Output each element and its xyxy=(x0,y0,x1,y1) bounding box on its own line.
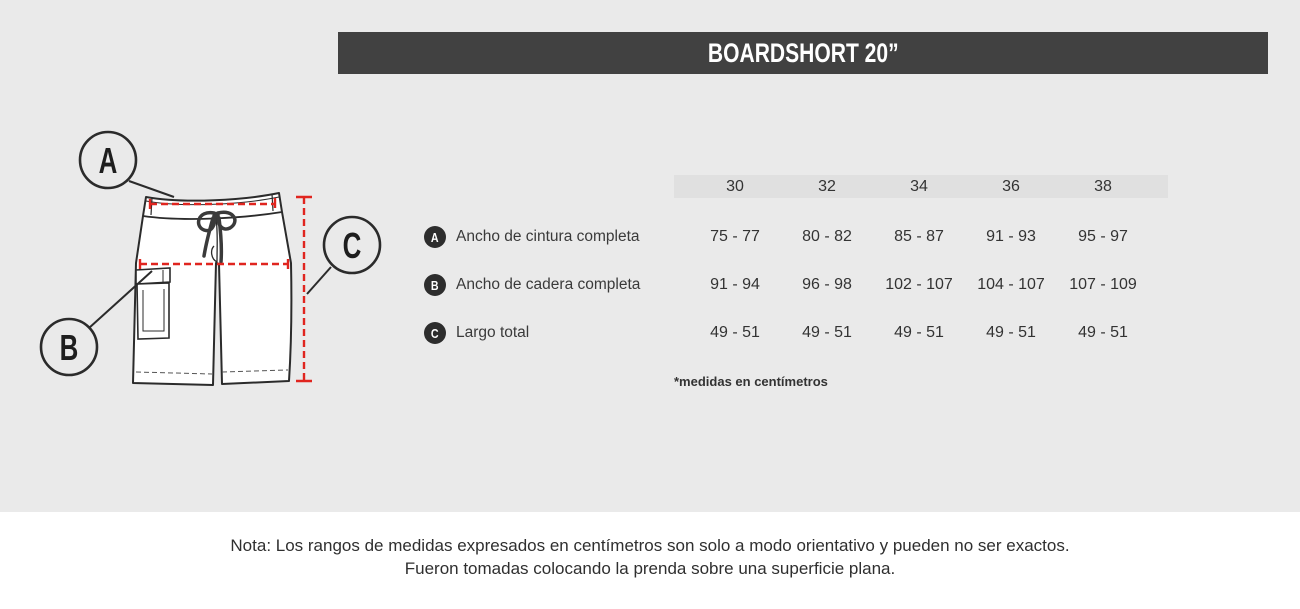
length-measure-caps xyxy=(296,195,312,383)
pocket-body xyxy=(136,282,170,340)
shorts-outline xyxy=(132,192,293,386)
measure-c-circle: C xyxy=(322,215,382,275)
table-cell: 107 - 109 xyxy=(1069,276,1137,293)
size-header-30: 30 xyxy=(726,178,744,195)
table-cell: 102 - 107 xyxy=(885,276,953,293)
footer-note-line1: Nota: Los rangos de medidas expresados e… xyxy=(230,536,1070,555)
measure-b-circle: B xyxy=(39,317,99,377)
waistband-tick-right xyxy=(271,193,274,212)
waistband-tick-left xyxy=(150,197,153,216)
table-cell: 75 - 77 xyxy=(710,228,760,245)
table-cell: 95 - 97 xyxy=(1078,228,1128,245)
leader-line-b xyxy=(88,270,153,329)
size-header-36: 36 xyxy=(1002,178,1020,195)
title-bar: BOARDSHORT 20” xyxy=(338,32,1268,74)
hem-stitch-left xyxy=(135,371,213,375)
drawstring-icon xyxy=(196,210,237,264)
row-badge-a-letter: A xyxy=(431,229,439,245)
measure-c-letter: C xyxy=(343,226,362,266)
pocket-stitching xyxy=(142,270,165,332)
measure-a-circle: A xyxy=(78,130,138,190)
row-badge-c-letter: C xyxy=(431,325,439,341)
table-cell: 49 - 51 xyxy=(710,324,760,341)
measure-b-letter: B xyxy=(60,328,79,368)
boardshort-diagram: A B C xyxy=(39,130,382,386)
table-cell: 80 - 82 xyxy=(802,228,852,245)
table-cell: 85 - 87 xyxy=(894,228,944,245)
table-cell: 96 - 98 xyxy=(802,276,852,293)
size-header-38: 38 xyxy=(1094,178,1112,195)
row-label-length: Largo total xyxy=(456,324,530,341)
fly-line xyxy=(210,217,218,264)
leader-line-c xyxy=(306,266,332,295)
measure-a-letter: A xyxy=(99,141,118,181)
row-badge-a: A xyxy=(424,226,446,248)
size-header-32: 32 xyxy=(818,178,836,195)
table-cell: 49 - 51 xyxy=(1078,324,1128,341)
footer-background xyxy=(0,512,1300,609)
footer-note: Nota: Los rangos de medidas expresados e… xyxy=(0,534,1300,580)
page-title: BOARDSHORT 20” xyxy=(707,37,899,68)
table-cell: 91 - 94 xyxy=(710,276,760,293)
hem-stitch-right xyxy=(221,369,289,373)
row-label-waist: Ancho de cintura completa xyxy=(456,228,640,245)
row-badge-b-letter: B xyxy=(431,277,439,293)
table-cell: 49 - 51 xyxy=(802,324,852,341)
footer-note-line2: Fueron tomadas colocando la prenda sobre… xyxy=(404,559,896,578)
pocket-flap xyxy=(135,267,171,285)
waist-measure-ticks xyxy=(148,198,277,209)
table-cell: 104 - 107 xyxy=(977,276,1045,293)
table-cell: 49 - 51 xyxy=(894,324,944,341)
boardshort-illustration xyxy=(132,192,293,386)
units-note: *medidas en centímetros xyxy=(674,374,828,389)
size-header-34: 34 xyxy=(910,178,928,195)
row-label-hip: Ancho de cadera completa xyxy=(456,276,641,293)
waistband-stitch-line xyxy=(145,196,280,206)
leader-line-a xyxy=(128,180,175,198)
table-cell: 91 - 93 xyxy=(986,228,1036,245)
table-cell: 49 - 51 xyxy=(986,324,1036,341)
measurement-lines xyxy=(138,195,312,383)
leader-lines xyxy=(88,180,332,329)
row-badge-c: C xyxy=(424,322,446,344)
row-badge-b: B xyxy=(424,274,446,296)
size-header-band xyxy=(674,175,1168,198)
hip-measure-ticks xyxy=(138,259,290,269)
